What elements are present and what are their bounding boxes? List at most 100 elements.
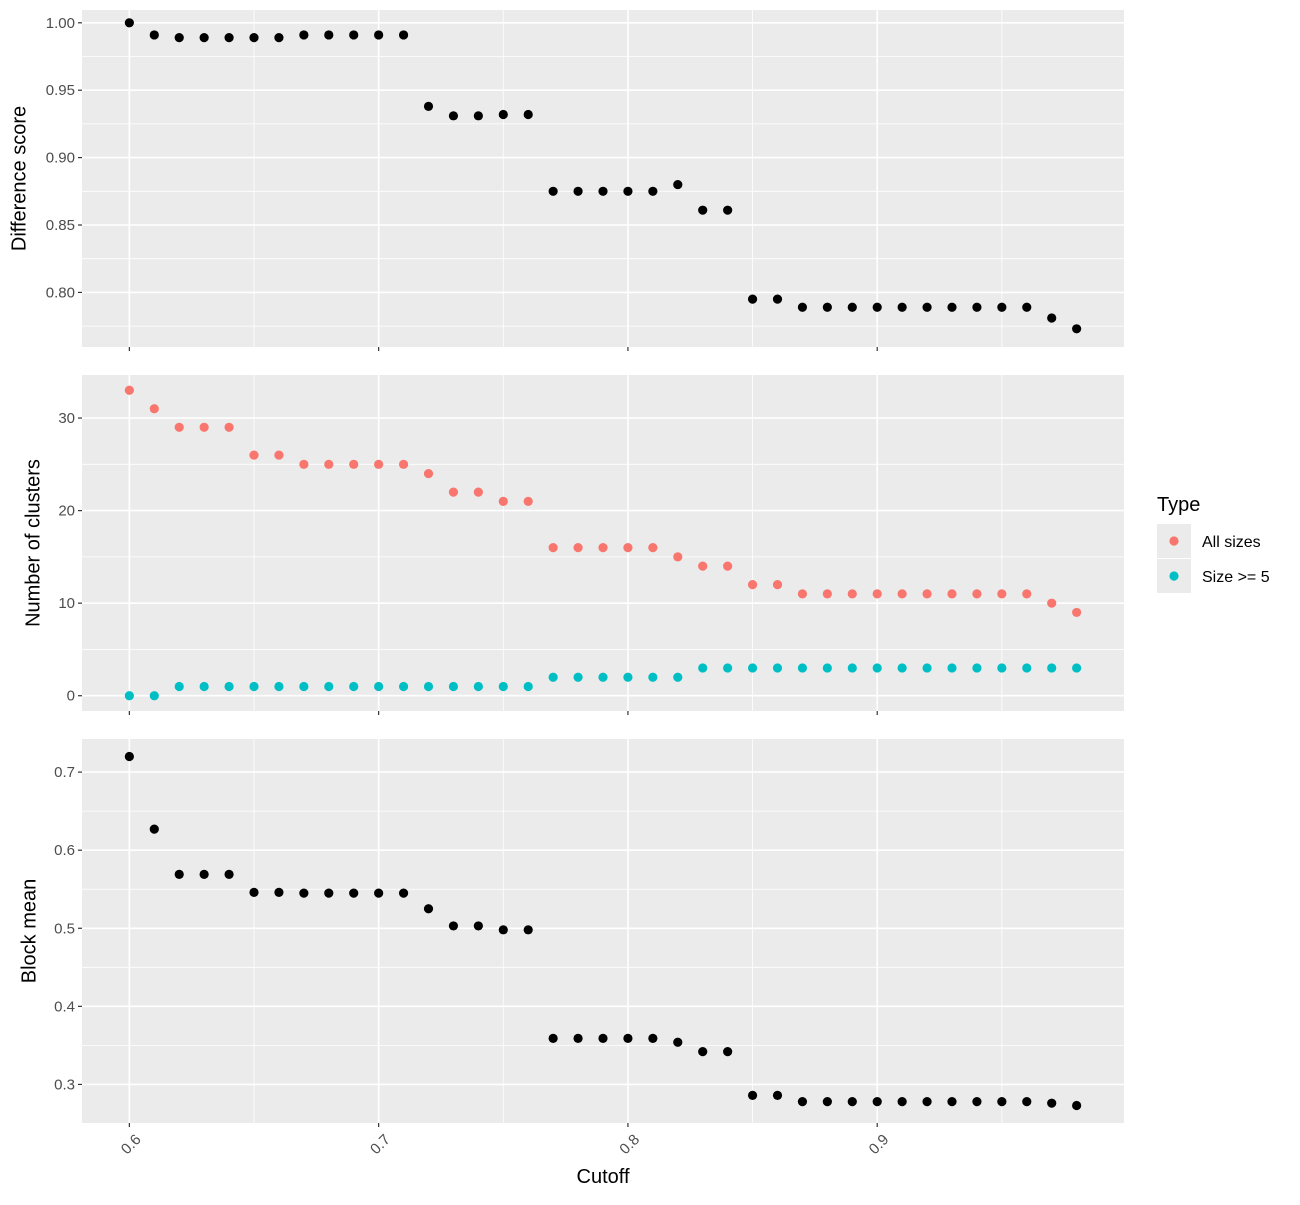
data-point [224,33,234,43]
legend-key-point [1169,571,1179,581]
data-point [398,888,409,898]
data-point [673,179,683,190]
data-point [274,681,284,692]
data-point [673,1037,683,1047]
data-point [1022,1097,1032,1107]
data-point [498,109,508,120]
data-point [997,589,1007,599]
data-point [274,450,284,460]
data-point [473,921,483,931]
data-point [149,824,159,834]
data-point [548,1033,558,1043]
data-point [124,18,134,28]
data-point [1022,302,1032,312]
data-point [947,302,957,312]
data-point [847,663,857,673]
data-point [124,751,134,762]
data-point [324,459,334,469]
data-point [797,663,808,673]
data-point [349,459,359,469]
data-point [747,663,758,673]
data-point [623,672,633,682]
y-tick-label: 1.00 [46,15,75,32]
data-point [299,888,309,898]
data-point [922,302,932,312]
data-point [797,1097,808,1107]
data-point [822,663,832,673]
y-tick-label: 0.90 [46,150,75,167]
data-point [324,30,334,40]
data-point [423,681,434,692]
data-point [498,925,508,935]
y-axis-title: Difference score [8,106,30,251]
data-point [972,589,982,599]
data-point [623,1033,633,1043]
data-point [349,888,359,898]
data-point [523,681,533,692]
data-point [448,921,459,931]
data-point [872,663,882,673]
data-point [324,681,334,692]
data-point [174,681,184,692]
data-point [997,1097,1007,1107]
data-point [1072,607,1082,618]
data-point [1022,663,1032,673]
data-point [199,869,209,879]
data-point [648,186,658,196]
data-point [174,869,184,879]
legend-title: Type [1157,494,1200,516]
data-point [124,385,134,395]
data-point [698,663,708,673]
data-point [872,302,882,312]
data-point [349,681,359,692]
legend: Type All sizes Size >= 5 [1157,494,1270,593]
data-point [1072,663,1082,673]
data-point [249,33,259,43]
data-point [822,302,832,312]
legend-label: Size >= 5 [1202,569,1270,586]
data-point [922,663,932,673]
data-point [174,422,184,432]
data-point [374,888,384,898]
y-tick-label: 0.6 [54,842,75,859]
panel-background [82,375,1124,711]
data-point [199,33,209,43]
data-point [922,1097,932,1107]
data-point [523,109,533,120]
y-tick-label: 20 [58,503,75,520]
data-point [324,888,334,898]
data-point [1047,1098,1057,1108]
data-point [1047,598,1057,608]
data-point [922,589,932,599]
data-point [548,186,558,196]
data-point [772,580,783,590]
data-point [797,589,808,599]
data-point [224,869,234,879]
data-point [847,589,857,599]
data-point [698,561,708,571]
y-tick-label: 0.5 [54,920,75,937]
data-point [398,459,409,469]
data-point [423,468,434,479]
y-tick-label: 0 [67,688,75,705]
data-point [648,672,658,682]
data-point [598,672,608,682]
series-1 [124,751,1082,1111]
data-point [548,543,558,553]
data-point [747,580,758,590]
data-point [698,205,708,215]
data-point [972,302,982,312]
y-tick-label: 0.7 [54,764,75,781]
data-point [847,1097,857,1107]
series-2 [124,663,1082,701]
data-point [972,663,982,673]
data-point [473,487,483,497]
data-point [423,101,434,111]
data-point [498,496,508,506]
series-1 [124,18,1082,334]
y-axis-title: Block mean [18,879,40,984]
data-point [573,186,583,196]
data-point [398,681,409,692]
data-point [299,681,309,692]
